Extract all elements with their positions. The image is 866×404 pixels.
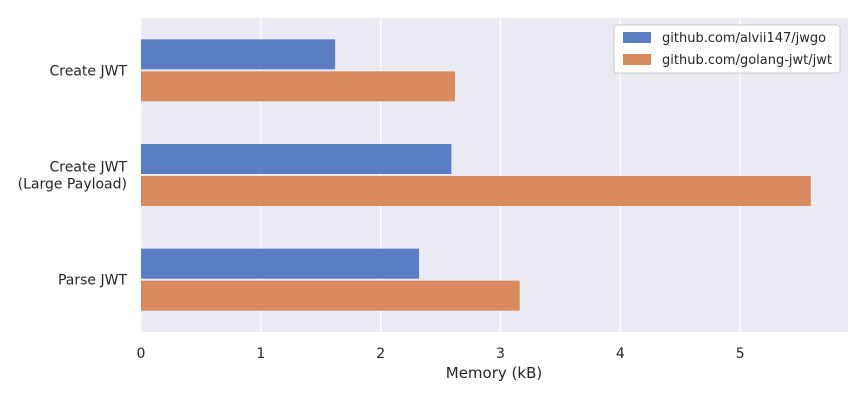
x-tick-label: 2 xyxy=(376,346,385,362)
legend-swatch-series-2 xyxy=(623,54,651,65)
y-tick-labels: Create JWT Create JWT (Large Payload) Parse… xyxy=(18,63,128,288)
x-axis-label: Memory (kB) xyxy=(446,364,542,382)
bar-1-2 xyxy=(141,144,452,174)
bar-2-3 xyxy=(141,280,520,311)
grid-lines xyxy=(140,18,741,332)
bar-1-3 xyxy=(141,248,420,279)
y-tick-label: Create JWT xyxy=(50,63,128,79)
legend-label-series-2: github.com/golang-jwt/jwt xyxy=(662,53,832,68)
bar-2-1 xyxy=(141,71,455,102)
x-tick-label: 5 xyxy=(736,346,745,362)
bar-2-2 xyxy=(141,176,811,206)
x-tick-label: 4 xyxy=(616,346,625,362)
legend: github.com/alvii147/jwgo github.com/gola… xyxy=(613,24,841,74)
y-tick-label: Parse JWT xyxy=(58,273,127,289)
x-tick-labels: 0 1 2 3 4 5 xyxy=(137,346,745,362)
x-tick-label: 3 xyxy=(496,346,505,362)
bar-1-1 xyxy=(141,39,336,70)
y-tick-label: Create JWT (Large Payload) xyxy=(18,160,128,193)
legend-label-series-1: github.com/alvii147/jwgo xyxy=(662,31,826,46)
x-tick-label: 0 xyxy=(137,346,146,362)
legend-box xyxy=(613,24,841,74)
legend-swatch-series-1 xyxy=(623,32,651,43)
x-tick-label: 1 xyxy=(256,346,265,362)
bars xyxy=(141,39,811,311)
